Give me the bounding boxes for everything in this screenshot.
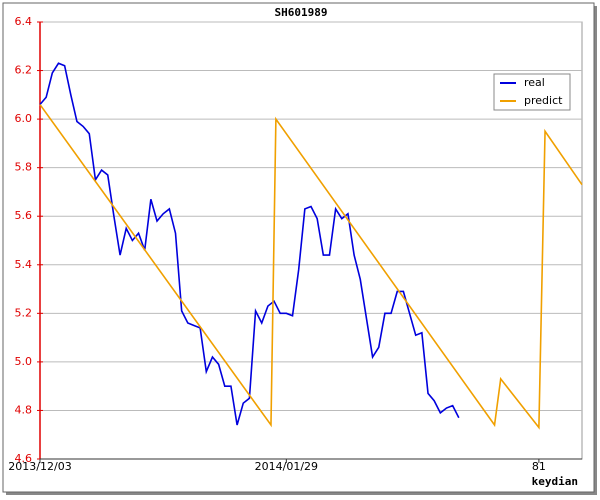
y-tick-label: 6.4 <box>15 15 33 28</box>
x-tick-label: 2013/12/03 <box>8 460 71 473</box>
y-tick-label: 5.6 <box>15 209 33 222</box>
y-tick-label: 5.8 <box>15 161 33 174</box>
y-tick-label: 4.8 <box>15 403 33 416</box>
x-axis-label: keydian <box>532 475 578 488</box>
y-tick-label: 6.2 <box>15 64 33 77</box>
legend-label: real <box>524 76 545 89</box>
y-tick-label: 5.2 <box>15 306 33 319</box>
x-tick-label: 81 <box>532 460 546 473</box>
x-tick-label: 2014/01/29 <box>255 460 318 473</box>
chart-title: SH601989 <box>275 6 328 19</box>
plot: 4.6 4.8 5.0 5.2 5.4 5.6 5.8 6.0 6.2 6.4 2013/12/03… <box>8 15 583 473</box>
legend-label: predict <box>524 94 563 107</box>
legend: real predict <box>493 73 571 111</box>
series-line <box>39 104 583 430</box>
series-line <box>39 62 460 426</box>
y-tick-label: 5.4 <box>15 258 33 271</box>
y-tick-label: 4.6 <box>15 452 33 465</box>
legend-box <box>493 73 571 111</box>
y-tick-label: 5.0 <box>15 355 33 368</box>
y-tick-label: 6.0 <box>15 112 33 125</box>
